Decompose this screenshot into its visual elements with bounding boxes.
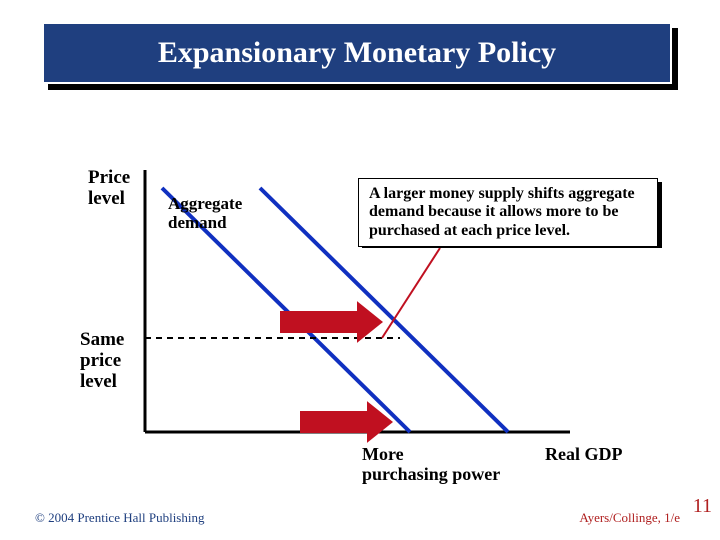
same-price-label: Samepricelevel bbox=[80, 330, 124, 393]
same-price-label-text: Samepricelevel bbox=[80, 329, 124, 392]
callout-connector bbox=[382, 248, 440, 338]
footer-attribution-text: Ayers/Collinge, 1/e bbox=[579, 510, 680, 525]
callout-box: A larger money supply shifts aggregate d… bbox=[358, 178, 658, 247]
aggregate-demand-label-text: Aggregatedemand bbox=[168, 194, 242, 232]
more-purchasing-label: Morepurchasing power bbox=[362, 445, 500, 485]
more-purchasing-label-text: Morepurchasing power bbox=[362, 444, 500, 484]
page-number-text: 11 bbox=[693, 495, 712, 517]
x-axis-label: Real GDP bbox=[545, 445, 622, 465]
y-axis-label: Pricelevel bbox=[88, 168, 130, 210]
aggregate-demand-label: Aggregatedemand bbox=[168, 195, 242, 232]
footer-attribution: Ayers/Collinge, 1/e bbox=[579, 510, 680, 526]
y-axis-label-text: Pricelevel bbox=[88, 167, 130, 209]
page-number: 11 bbox=[693, 495, 712, 518]
footer-copyright: © 2004 Prentice Hall Publishing bbox=[35, 510, 204, 526]
footer-copyright-text: © 2004 Prentice Hall Publishing bbox=[35, 510, 204, 525]
shift-arrow-2 bbox=[300, 401, 393, 443]
callout-text: A larger money supply shifts aggregate d… bbox=[369, 185, 635, 239]
x-axis-label-text: Real GDP bbox=[545, 444, 622, 464]
shift-arrow-1 bbox=[280, 301, 383, 343]
